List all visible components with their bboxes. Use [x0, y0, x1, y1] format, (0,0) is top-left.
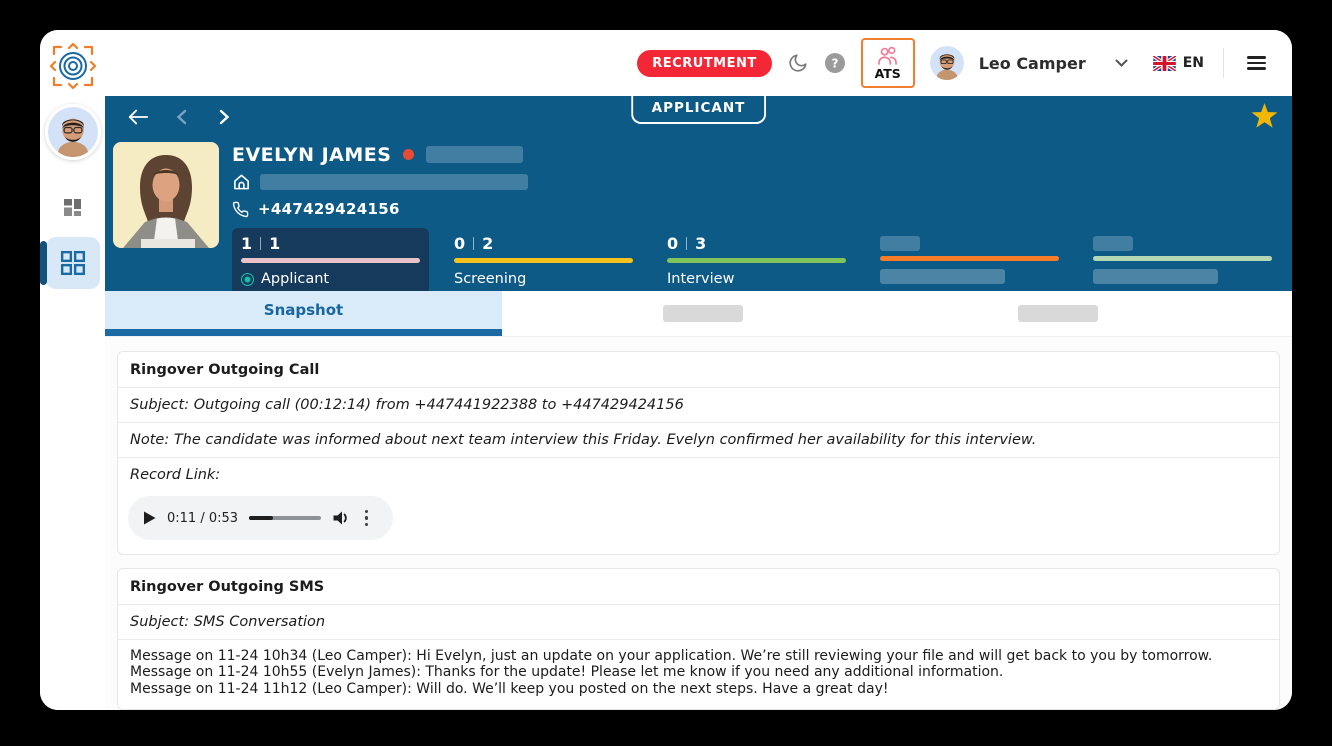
stage-skeleton — [871, 228, 1068, 296]
dashboard-icon[interactable] — [63, 198, 82, 217]
call-subject: Subject: Outgoing call (00:12:14) from +… — [130, 397, 684, 413]
phone-icon — [232, 201, 249, 217]
menu-icon[interactable] — [1243, 52, 1270, 74]
back-arrow-icon[interactable] — [127, 106, 149, 128]
help-icon[interactable]: ? — [824, 52, 846, 74]
topbar-divider — [1223, 48, 1224, 78]
applicant-name: EVELYN JAMES — [232, 143, 392, 166]
outgoing-call-card: Ringover Outgoing Call Subject: Outgoing… — [117, 351, 1280, 555]
volume-icon[interactable] — [332, 510, 350, 526]
stage-progress-bar — [667, 258, 846, 263]
stage-status-dot-icon — [241, 272, 254, 286]
top-bar: RECRUTMENT ? ATS — [105, 30, 1292, 96]
call-note: Note: The candidate was informed about n… — [130, 432, 1037, 448]
sms-subject: Subject: SMS Conversation — [130, 614, 326, 630]
stage-progress-bar — [880, 256, 1059, 261]
stage-progress-bar — [454, 258, 633, 263]
sms-message: Message on 11-24 10h34 (Leo Camper): Hi … — [130, 648, 1213, 664]
skeleton-name-field — [426, 146, 524, 163]
uk-flag-icon — [1152, 55, 1176, 71]
dark-mode-moon-icon[interactable] — [787, 52, 809, 74]
ats-app-button[interactable]: ATS — [860, 38, 915, 88]
sms-message: Message on 11-24 11h12 (Leo Camper): Wil… — [130, 680, 889, 697]
apps-grid-icon — [60, 250, 85, 276]
tab-bar: Snapshot — [105, 291, 1292, 337]
svg-text:?: ? — [831, 57, 838, 71]
home-icon — [234, 174, 249, 190]
chevron-left-icon[interactable] — [170, 106, 192, 128]
stage-skeleton — [1084, 228, 1281, 296]
record-link-label: Record Link: — [130, 467, 221, 483]
sidebar-item-applicants[interactable] — [40, 237, 100, 289]
ats-label: ATS — [874, 65, 901, 81]
user-avatar[interactable] — [929, 46, 964, 80]
snapshot-content: Ringover Outgoing Call Subject: Outgoing… — [105, 337, 1292, 710]
app-window: RECRUTMENT ? ATS — [40, 30, 1292, 710]
ats-users-icon — [878, 46, 898, 65]
language-label: EN — [1182, 55, 1204, 71]
chevron-down-icon[interactable] — [1115, 59, 1128, 68]
audio-menu-kebab-icon[interactable] — [361, 508, 372, 528]
tab-skeleton — [663, 305, 743, 322]
play-icon[interactable] — [143, 511, 156, 525]
audio-player[interactable]: 0:11 / 0:53 — [128, 496, 393, 540]
sidebar-user-avatar[interactable] — [44, 104, 101, 160]
stage-progress-bar — [1093, 256, 1272, 261]
outgoing-sms-card: Ringover Outgoing SMS Subject: SMS Conve… — [117, 568, 1280, 710]
audio-progress-bar[interactable] — [249, 516, 322, 520]
sms-messages: Message on 11-24 10h34 (Leo Camper): Hi … — [128, 640, 1269, 709]
recruitment-badge: RECRUTMENT — [637, 49, 772, 77]
applicant-photo — [113, 142, 219, 248]
tab-snapshot[interactable]: Snapshot — [105, 291, 502, 336]
status-dot — [403, 149, 415, 160]
applicant-header: APPLICANT — [105, 96, 1292, 296]
language-selector[interactable]: EN — [1152, 55, 1204, 71]
stage-progress-bar — [241, 258, 420, 263]
app-logo-icon — [48, 40, 98, 92]
audio-time: 0:11 / 0:53 — [167, 510, 239, 526]
sms-message: Message on 11-24 10h55 (Evelyn James): T… — [130, 664, 1004, 681]
applicant-phone: +447429424156 — [258, 200, 400, 218]
sidebar — [40, 30, 105, 710]
tab-skeleton — [1018, 305, 1098, 322]
favorite-star-icon[interactable] — [1251, 103, 1278, 129]
card-title: Ringover Outgoing Call — [130, 362, 320, 378]
chevron-right-icon[interactable] — [213, 106, 235, 128]
skeleton-address-field — [260, 174, 528, 190]
main-area: RECRUTMENT ? ATS — [105, 30, 1292, 710]
user-menu[interactable]: Leo Camper — [978, 53, 1086, 73]
applicant-ribbon: APPLICANT — [630, 96, 767, 124]
card-title: Ringover Outgoing SMS — [130, 579, 325, 595]
